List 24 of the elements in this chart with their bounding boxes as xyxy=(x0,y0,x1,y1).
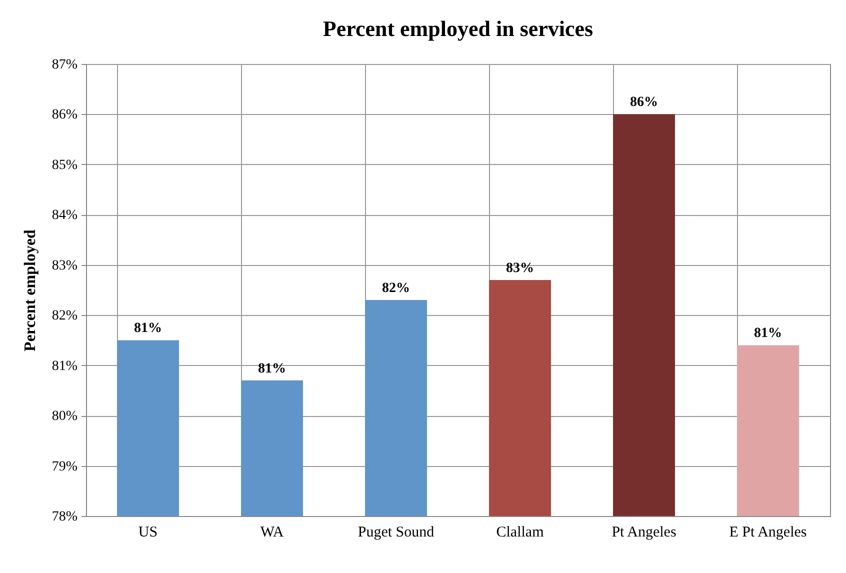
data-label: 81% xyxy=(258,361,286,376)
y-tick-label: 79% xyxy=(52,459,78,474)
y-tick-label: 81% xyxy=(52,358,78,374)
data-label: 81% xyxy=(754,326,782,342)
y-tick-label: 83% xyxy=(52,258,78,274)
x-tick-label: US xyxy=(138,524,158,540)
y-tick-label: 80% xyxy=(52,409,78,424)
data-label: 81% xyxy=(134,321,162,336)
x-tick-label: Pt Angeles xyxy=(612,524,676,540)
x-tick-label: WA xyxy=(260,524,284,540)
y-tick-label: 82% xyxy=(52,308,78,324)
data-label: 83% xyxy=(506,260,534,276)
x-tick-label: Puget Sound xyxy=(358,524,435,540)
chart-title: Percent employed in services xyxy=(322,16,594,41)
y-tick-label: 84% xyxy=(52,208,78,224)
y-tick-label: 85% xyxy=(52,158,78,173)
y-tick-label: 86% xyxy=(52,108,78,123)
data-label: 82% xyxy=(382,281,410,296)
x-tick-label: Clallam xyxy=(496,524,544,540)
data-label: 86% xyxy=(630,95,658,110)
y-tick-label: 78% xyxy=(52,510,78,524)
y-tick-label: 87% xyxy=(52,58,78,72)
x-tick-label: E Pt Angeles xyxy=(729,524,807,540)
y-axis-title: Percent employed xyxy=(22,229,39,352)
